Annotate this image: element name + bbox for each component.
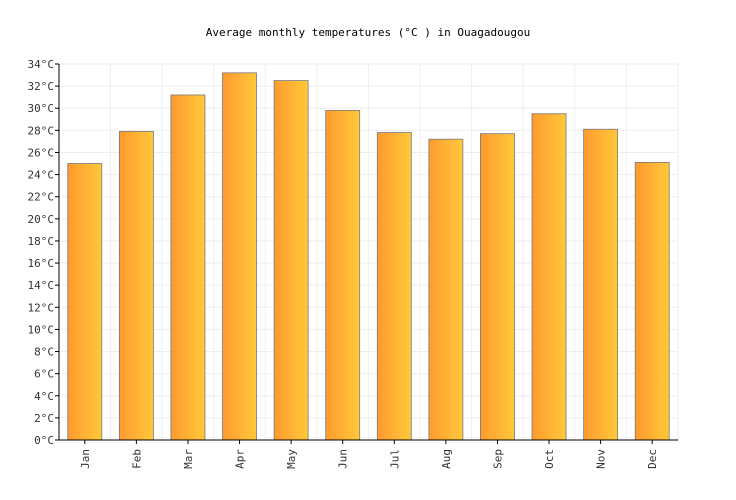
bar-jun <box>325 110 361 441</box>
axes <box>55 63 678 444</box>
bar-dec <box>634 162 670 441</box>
x-tick-label: Jul <box>388 449 401 469</box>
x-tick-label: Apr <box>234 449 247 469</box>
y-tick-label: 22°C <box>28 191 55 204</box>
y-tick-label: 10°C <box>28 323 55 336</box>
y-tick-label: 8°C <box>34 346 54 359</box>
x-tick-label: Oct <box>543 449 556 469</box>
y-tick-label: 12°C <box>28 301 55 314</box>
bar-jan <box>67 163 103 441</box>
y-tick-label: 32°C <box>28 80 55 93</box>
y-tick-label: 6°C <box>34 368 54 381</box>
bar-apr <box>222 72 257 441</box>
x-tick-labels: Jan Feb Mar Apr May Jun Jul Aug Sep Oct Nov Dec <box>79 449 659 469</box>
x-tick-label: Mar <box>182 449 195 469</box>
y-tick-labels: 0°C 2°C 4°C 6°C 8°C 10°C 12°C 14°C 16°C 18°C 20°C 2… <box>28 58 55 447</box>
bar-aug <box>428 138 464 441</box>
y-tick-label: 34°C <box>28 58 55 71</box>
bar-mar <box>170 94 206 441</box>
bar-jul <box>376 132 412 441</box>
bar-feb <box>118 131 154 441</box>
y-tick-label: 28°C <box>28 124 55 137</box>
y-tick-label: 2°C <box>34 412 54 425</box>
y-tick-label: 20°C <box>28 213 55 226</box>
y-tick-label: 18°C <box>28 235 55 248</box>
y-tick-label: 4°C <box>34 390 54 403</box>
x-tick-label: Nov <box>595 449 608 469</box>
bars <box>67 72 670 441</box>
y-tick-label: 24°C <box>28 169 55 182</box>
x-tick-label: Jun <box>337 449 350 469</box>
y-tick-label: 0°C <box>34 434 54 447</box>
x-tick-label: Jan <box>79 449 92 469</box>
x-tick-label: Dec <box>646 449 659 469</box>
x-tick-label: Sep <box>491 449 504 469</box>
y-tick-label: 14°C <box>28 279 55 292</box>
x-tick-label: Feb <box>130 449 143 469</box>
y-tick-label: 26°C <box>28 146 55 159</box>
x-tick-label: May <box>285 449 298 469</box>
grid-lines <box>58 63 679 441</box>
y-tick-label: 30°C <box>28 102 55 115</box>
bar-oct <box>531 113 567 441</box>
bar-may <box>273 80 309 441</box>
bar-sep <box>480 133 515 441</box>
chart-title: Average monthly temperatures (°C ) in Ou… <box>206 26 531 39</box>
y-tick-label: 16°C <box>28 257 55 270</box>
bar-nov <box>583 128 619 441</box>
x-tick-label: Aug <box>440 449 453 469</box>
